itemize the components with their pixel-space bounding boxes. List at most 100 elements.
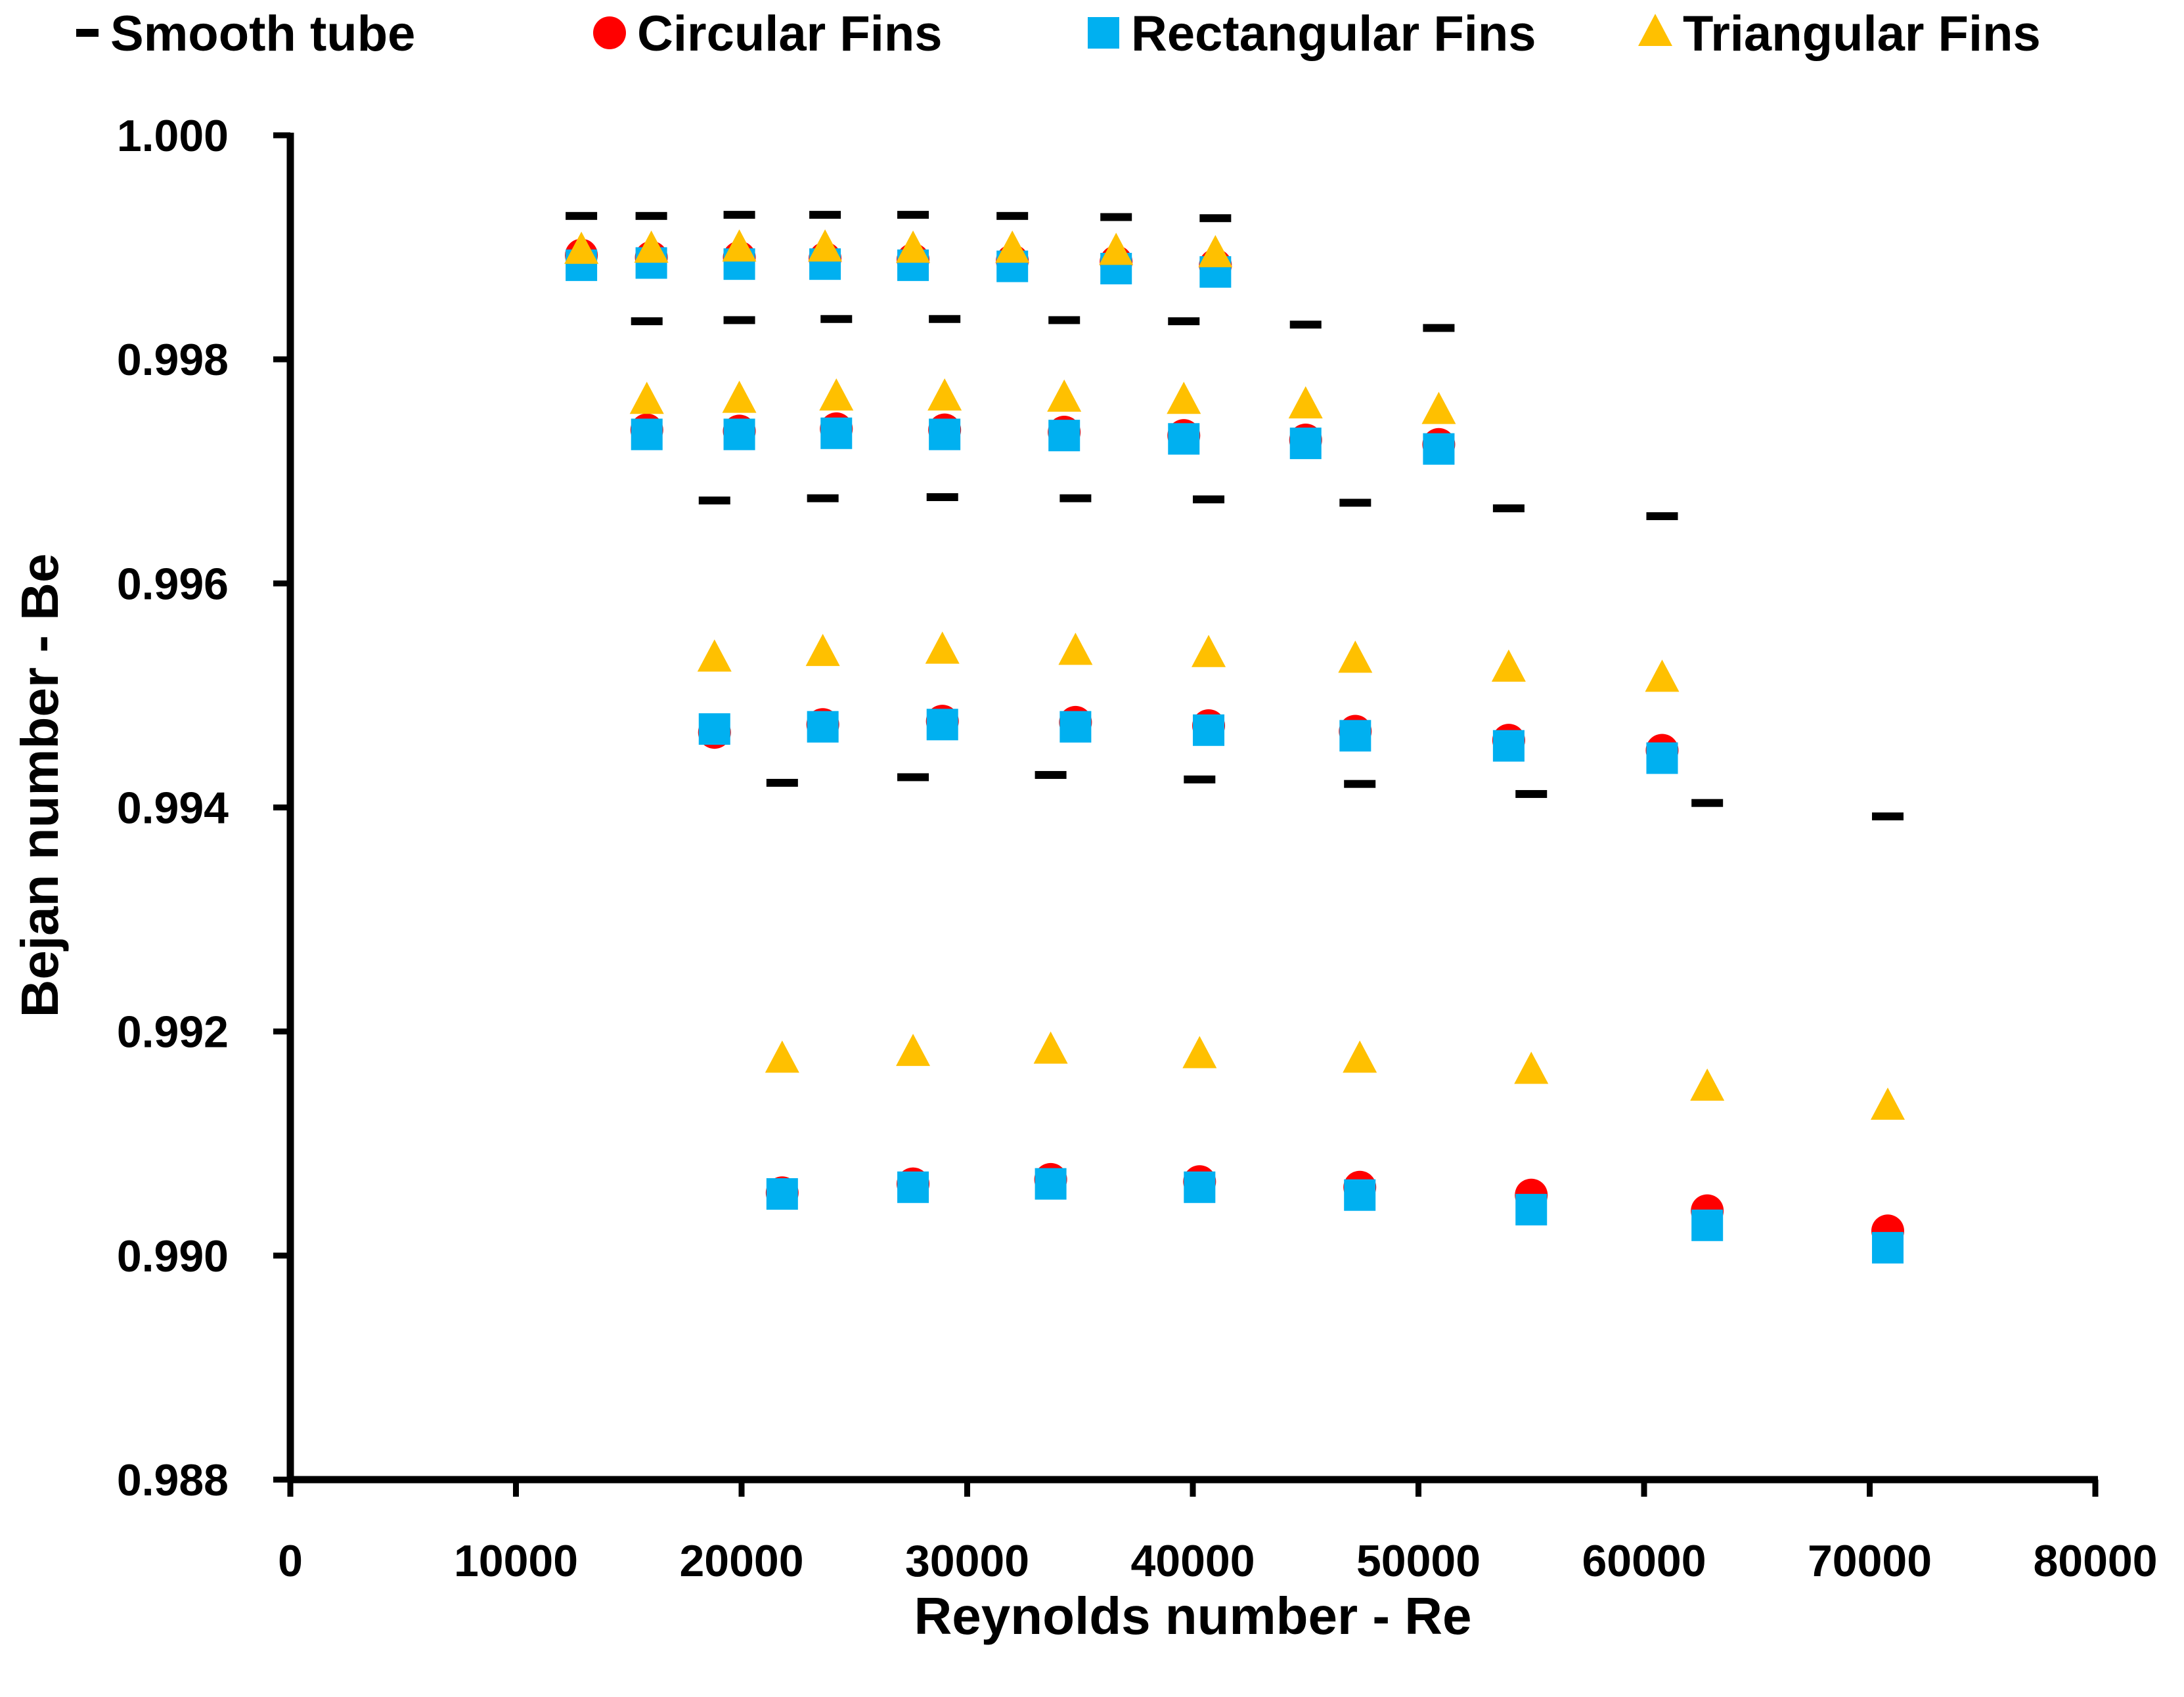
legend-label: Triangular Fins	[1683, 6, 2041, 62]
triangular-fins-point	[1343, 1040, 1377, 1073]
rectangular-fins-point	[723, 418, 755, 451]
smooth-tube-point	[723, 316, 755, 324]
rectangular-fins-point	[1059, 711, 1092, 743]
plot-area	[564, 211, 1905, 1264]
legend-item-smooth-tube: Smooth tube	[76, 6, 415, 62]
rectangular-fins-point	[1168, 423, 1200, 455]
smooth-tube-point	[1344, 780, 1376, 788]
smooth-tube-point	[1035, 771, 1067, 780]
triangular-fins-point	[995, 230, 1030, 263]
smooth-tube-point	[766, 778, 798, 787]
smooth-tube-point	[1691, 799, 1724, 807]
x-tick-label: 40000	[1130, 1536, 1255, 1586]
rectangular-fins-point	[1035, 1168, 1067, 1200]
smooth-tube-point	[1423, 324, 1455, 332]
smooth-tube-point	[631, 317, 663, 326]
smooth-tube-point	[1515, 790, 1548, 799]
tick-labels: 0 10000 20000 30000 40000 50000 60000 70000 8000…	[117, 111, 2158, 1586]
y-tick-label: 0.998	[117, 335, 229, 385]
rectangular-fins-point	[820, 417, 853, 449]
x-tick-label: 80000	[2033, 1536, 2157, 1586]
legend-item-circular-fins: Circular Fins	[593, 6, 943, 62]
smooth-tube-point	[1492, 504, 1525, 513]
x-tick-label: 20000	[679, 1536, 803, 1586]
smooth-tube-point	[897, 211, 929, 219]
legend-marker	[1638, 14, 1672, 46]
smooth-tube-point	[1048, 316, 1081, 324]
x-tick-label: 0	[278, 1536, 303, 1586]
x-axis-title: Reynolds number - Re	[914, 1587, 1471, 1645]
smooth-tube-point	[897, 773, 929, 782]
triangular-fins-point	[1033, 1031, 1068, 1064]
legend-marker	[593, 16, 626, 49]
legend-item-triangular-fins: Triangular Fins	[1638, 6, 2041, 62]
rectangular-fins-point	[1344, 1179, 1376, 1211]
triangular-fins-point	[1192, 634, 1226, 667]
y-tick-label: 0.992	[117, 1007, 229, 1057]
x-tick-label: 10000	[454, 1536, 578, 1586]
smooth-tube-point	[1059, 494, 1092, 502]
legend-label: Rectangular Fins	[1131, 6, 1536, 62]
smooth-tube-point	[566, 211, 598, 220]
y-tick-label: 0.990	[117, 1231, 229, 1281]
triangular-fins-point	[819, 378, 854, 411]
rectangular-fins-point	[1871, 1231, 1904, 1264]
y-tick-label: 0.994	[117, 783, 229, 833]
triangular-fins-point	[722, 380, 757, 413]
triangular-fins-point	[1099, 232, 1134, 265]
series-smooth-tube	[566, 211, 1904, 821]
triangular-fins-point	[1870, 1087, 1905, 1120]
triangular-fins-point	[722, 229, 757, 262]
x-tick-label: 50000	[1356, 1536, 1481, 1586]
rectangular-fins-point	[1423, 433, 1455, 465]
rectangular-fins-point	[1691, 1209, 1724, 1241]
triangular-fins-point	[564, 231, 599, 264]
rectangular-fins-point	[1515, 1193, 1548, 1225]
triangular-fins-point	[1338, 640, 1373, 673]
smooth-tube-point	[1168, 317, 1200, 326]
triangular-fins-point	[896, 1034, 931, 1067]
triangular-fins-point	[1421, 391, 1456, 424]
smooth-tube-point	[1199, 214, 1232, 223]
triangular-fins-point	[927, 378, 962, 411]
triangular-fins-point	[629, 382, 664, 414]
triangular-fins-point	[1645, 659, 1680, 692]
rectangular-fins-point	[1048, 420, 1081, 452]
series-rectangular-fins	[566, 247, 1904, 1264]
triangular-fins-point	[1047, 379, 1082, 412]
legend-marker	[76, 29, 99, 37]
rectangular-fins-point	[698, 713, 730, 745]
triangular-fins-point	[1167, 382, 1201, 414]
triangular-fins-point	[1690, 1068, 1725, 1101]
rectangular-fins-point	[1289, 428, 1322, 460]
smooth-tube-point	[807, 494, 839, 502]
legend: Smooth tube Circular Fins Rectangular Fins…	[76, 6, 2041, 62]
legend-marker	[1088, 17, 1119, 49]
rectangular-fins-point	[1193, 714, 1225, 746]
triangular-fins-point	[1491, 649, 1526, 682]
triangular-fins-point	[925, 631, 960, 664]
rectangular-fins-point	[1184, 1171, 1216, 1203]
y-tick-label: 1.000	[117, 111, 229, 161]
smooth-tube-point	[1646, 512, 1678, 520]
rectangular-fins-point	[1339, 720, 1371, 752]
rectangular-fins-point	[766, 1178, 798, 1210]
y-tick-label: 0.996	[117, 559, 229, 609]
triangular-fins-point	[697, 639, 732, 672]
smooth-tube-point	[635, 211, 667, 220]
rectangular-fins-point	[1492, 730, 1525, 762]
triangular-fins-point	[805, 634, 840, 667]
smooth-tube-point	[929, 315, 961, 323]
smooth-tube-point	[809, 211, 841, 219]
rectangular-fins-point	[926, 709, 958, 741]
triangular-fins-point	[896, 230, 931, 263]
triangular-fins-point	[765, 1040, 799, 1073]
smooth-tube-point	[820, 315, 853, 323]
rectangular-fins-point	[897, 1171, 929, 1203]
triangular-fins-point	[1514, 1051, 1549, 1084]
triangular-fins-point	[634, 230, 669, 263]
x-tick-label: 30000	[905, 1536, 1029, 1586]
smooth-tube-point	[723, 211, 755, 219]
triangular-fins-point	[1182, 1036, 1217, 1069]
